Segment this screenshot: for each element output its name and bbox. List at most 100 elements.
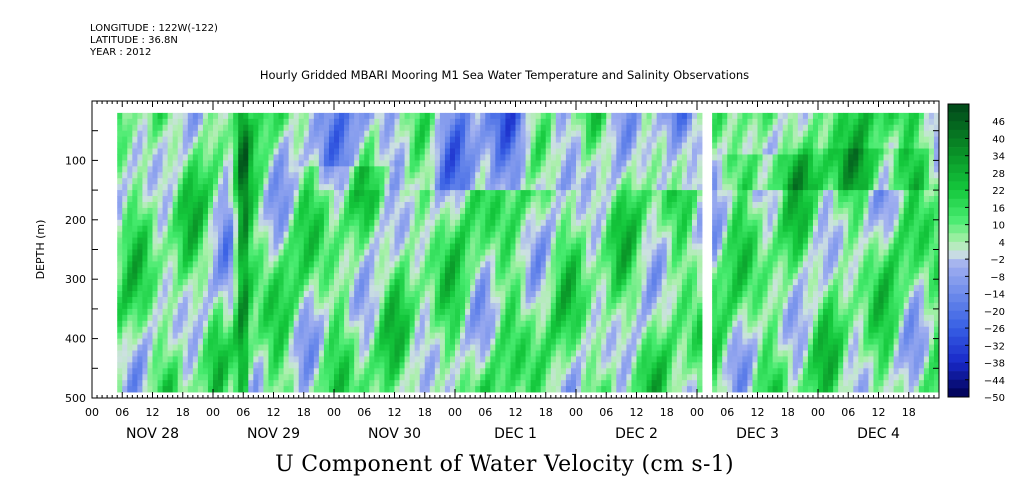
heatmap-cell (192, 142, 199, 149)
heatmap-cell (505, 213, 511, 221)
heatmap-cell (359, 196, 365, 203)
heatmap-cell (505, 148, 511, 155)
heatmap-cell (263, 184, 269, 191)
heatmap-cell (525, 231, 532, 239)
heatmap-cell (273, 374, 279, 381)
heatmap-cell (576, 362, 582, 369)
heatmap-cell (470, 231, 476, 239)
heatmap-cell (555, 190, 562, 197)
heatmap-cell (359, 249, 365, 256)
heatmap-cell (132, 380, 138, 387)
heatmap-cell (288, 196, 295, 203)
heatmap-cell (273, 273, 279, 280)
heatmap-cell (460, 184, 466, 191)
heatmap-cell (570, 302, 577, 310)
heatmap-cell (369, 380, 375, 387)
heatmap-cell (500, 213, 506, 221)
heatmap-cell (344, 184, 350, 191)
heatmap-cell (308, 130, 315, 138)
heatmap-cell (177, 350, 184, 357)
heatmap-cell (263, 190, 269, 197)
heatmap-cell (323, 231, 330, 239)
heatmap-cell (258, 201, 264, 209)
heatmap-cell (384, 148, 390, 155)
heatmap-cell (565, 148, 572, 155)
heatmap-cell (606, 314, 612, 322)
heatmap-cell (187, 190, 194, 197)
heatmap-cell (429, 231, 436, 239)
heatmap-cell (202, 124, 209, 132)
heatmap-cell (344, 112, 350, 120)
heatmap-cell (182, 118, 189, 126)
heatmap-cell (404, 219, 411, 227)
heatmap-cell (218, 374, 224, 381)
heatmap-cell (449, 213, 456, 221)
heatmap-cell (218, 207, 224, 215)
heatmap-cell (334, 320, 340, 328)
heatmap-cell (470, 368, 476, 375)
heatmap-cell (253, 267, 259, 274)
heatmap-cell (187, 273, 194, 280)
heatmap-cell (490, 255, 496, 262)
heatmap-cell (581, 225, 587, 233)
heatmap-cell (490, 118, 496, 126)
heatmap-cell (586, 118, 592, 126)
heatmap-cell (465, 201, 471, 209)
heatmap-cell (122, 279, 128, 286)
heatmap-cell (369, 231, 375, 239)
heatmap-cell (197, 154, 204, 161)
heatmap-cell (207, 380, 214, 387)
heatmap-cell (369, 213, 375, 221)
heatmap-cell (248, 136, 254, 143)
heatmap-cell (384, 302, 390, 310)
heatmap-cell (641, 255, 647, 262)
heatmap-cell (449, 160, 456, 167)
heatmap-cell (429, 302, 436, 310)
heatmap-cell (490, 314, 496, 322)
heatmap-cell (515, 344, 521, 351)
heatmap-cell (248, 154, 254, 161)
heatmap-cell (555, 207, 562, 215)
heatmap-cell (470, 344, 476, 351)
heatmap-cell (349, 350, 355, 357)
heatmap-cell (455, 273, 461, 280)
heatmap-cell (162, 213, 169, 221)
heatmap-cell (197, 314, 204, 322)
heatmap-cell (631, 291, 637, 298)
heatmap-cell (258, 302, 264, 310)
heatmap-cell (520, 350, 526, 357)
heatmap-cell (485, 291, 491, 298)
heatmap-cell (349, 261, 355, 268)
heatmap-cell (500, 273, 506, 280)
heatmap-cell (258, 291, 264, 298)
heatmap-cell (273, 178, 279, 185)
heatmap-cell (359, 148, 365, 155)
heatmap-cell (480, 332, 486, 339)
heatmap-cell (621, 291, 627, 298)
heatmap-cell (248, 213, 254, 221)
heatmap-cell (323, 237, 330, 244)
heatmap-cell (490, 130, 496, 138)
heatmap-cell (323, 118, 330, 126)
heatmap-cell (576, 231, 582, 239)
heatmap-cell (530, 154, 537, 161)
heatmap-cell (581, 160, 587, 167)
heatmap-cell (364, 302, 370, 310)
heatmap-cell (132, 332, 138, 339)
heatmap-cell (626, 261, 632, 268)
heatmap-cell (172, 118, 179, 126)
heatmap-cell (404, 350, 411, 357)
heatmap-cell (177, 207, 184, 215)
heatmap-cell (449, 130, 456, 138)
heatmap-cell (535, 386, 542, 393)
heatmap-cell (243, 178, 249, 185)
heatmap-cell (213, 297, 219, 304)
heatmap-cell (621, 380, 627, 387)
heatmap-cell (197, 243, 204, 250)
heatmap-cell (308, 255, 315, 262)
heatmap-cell (460, 326, 466, 334)
heatmap-cell (651, 142, 658, 149)
heatmap-cell (344, 196, 350, 203)
heatmap-cell (616, 320, 622, 328)
heatmap-cell (570, 338, 577, 345)
